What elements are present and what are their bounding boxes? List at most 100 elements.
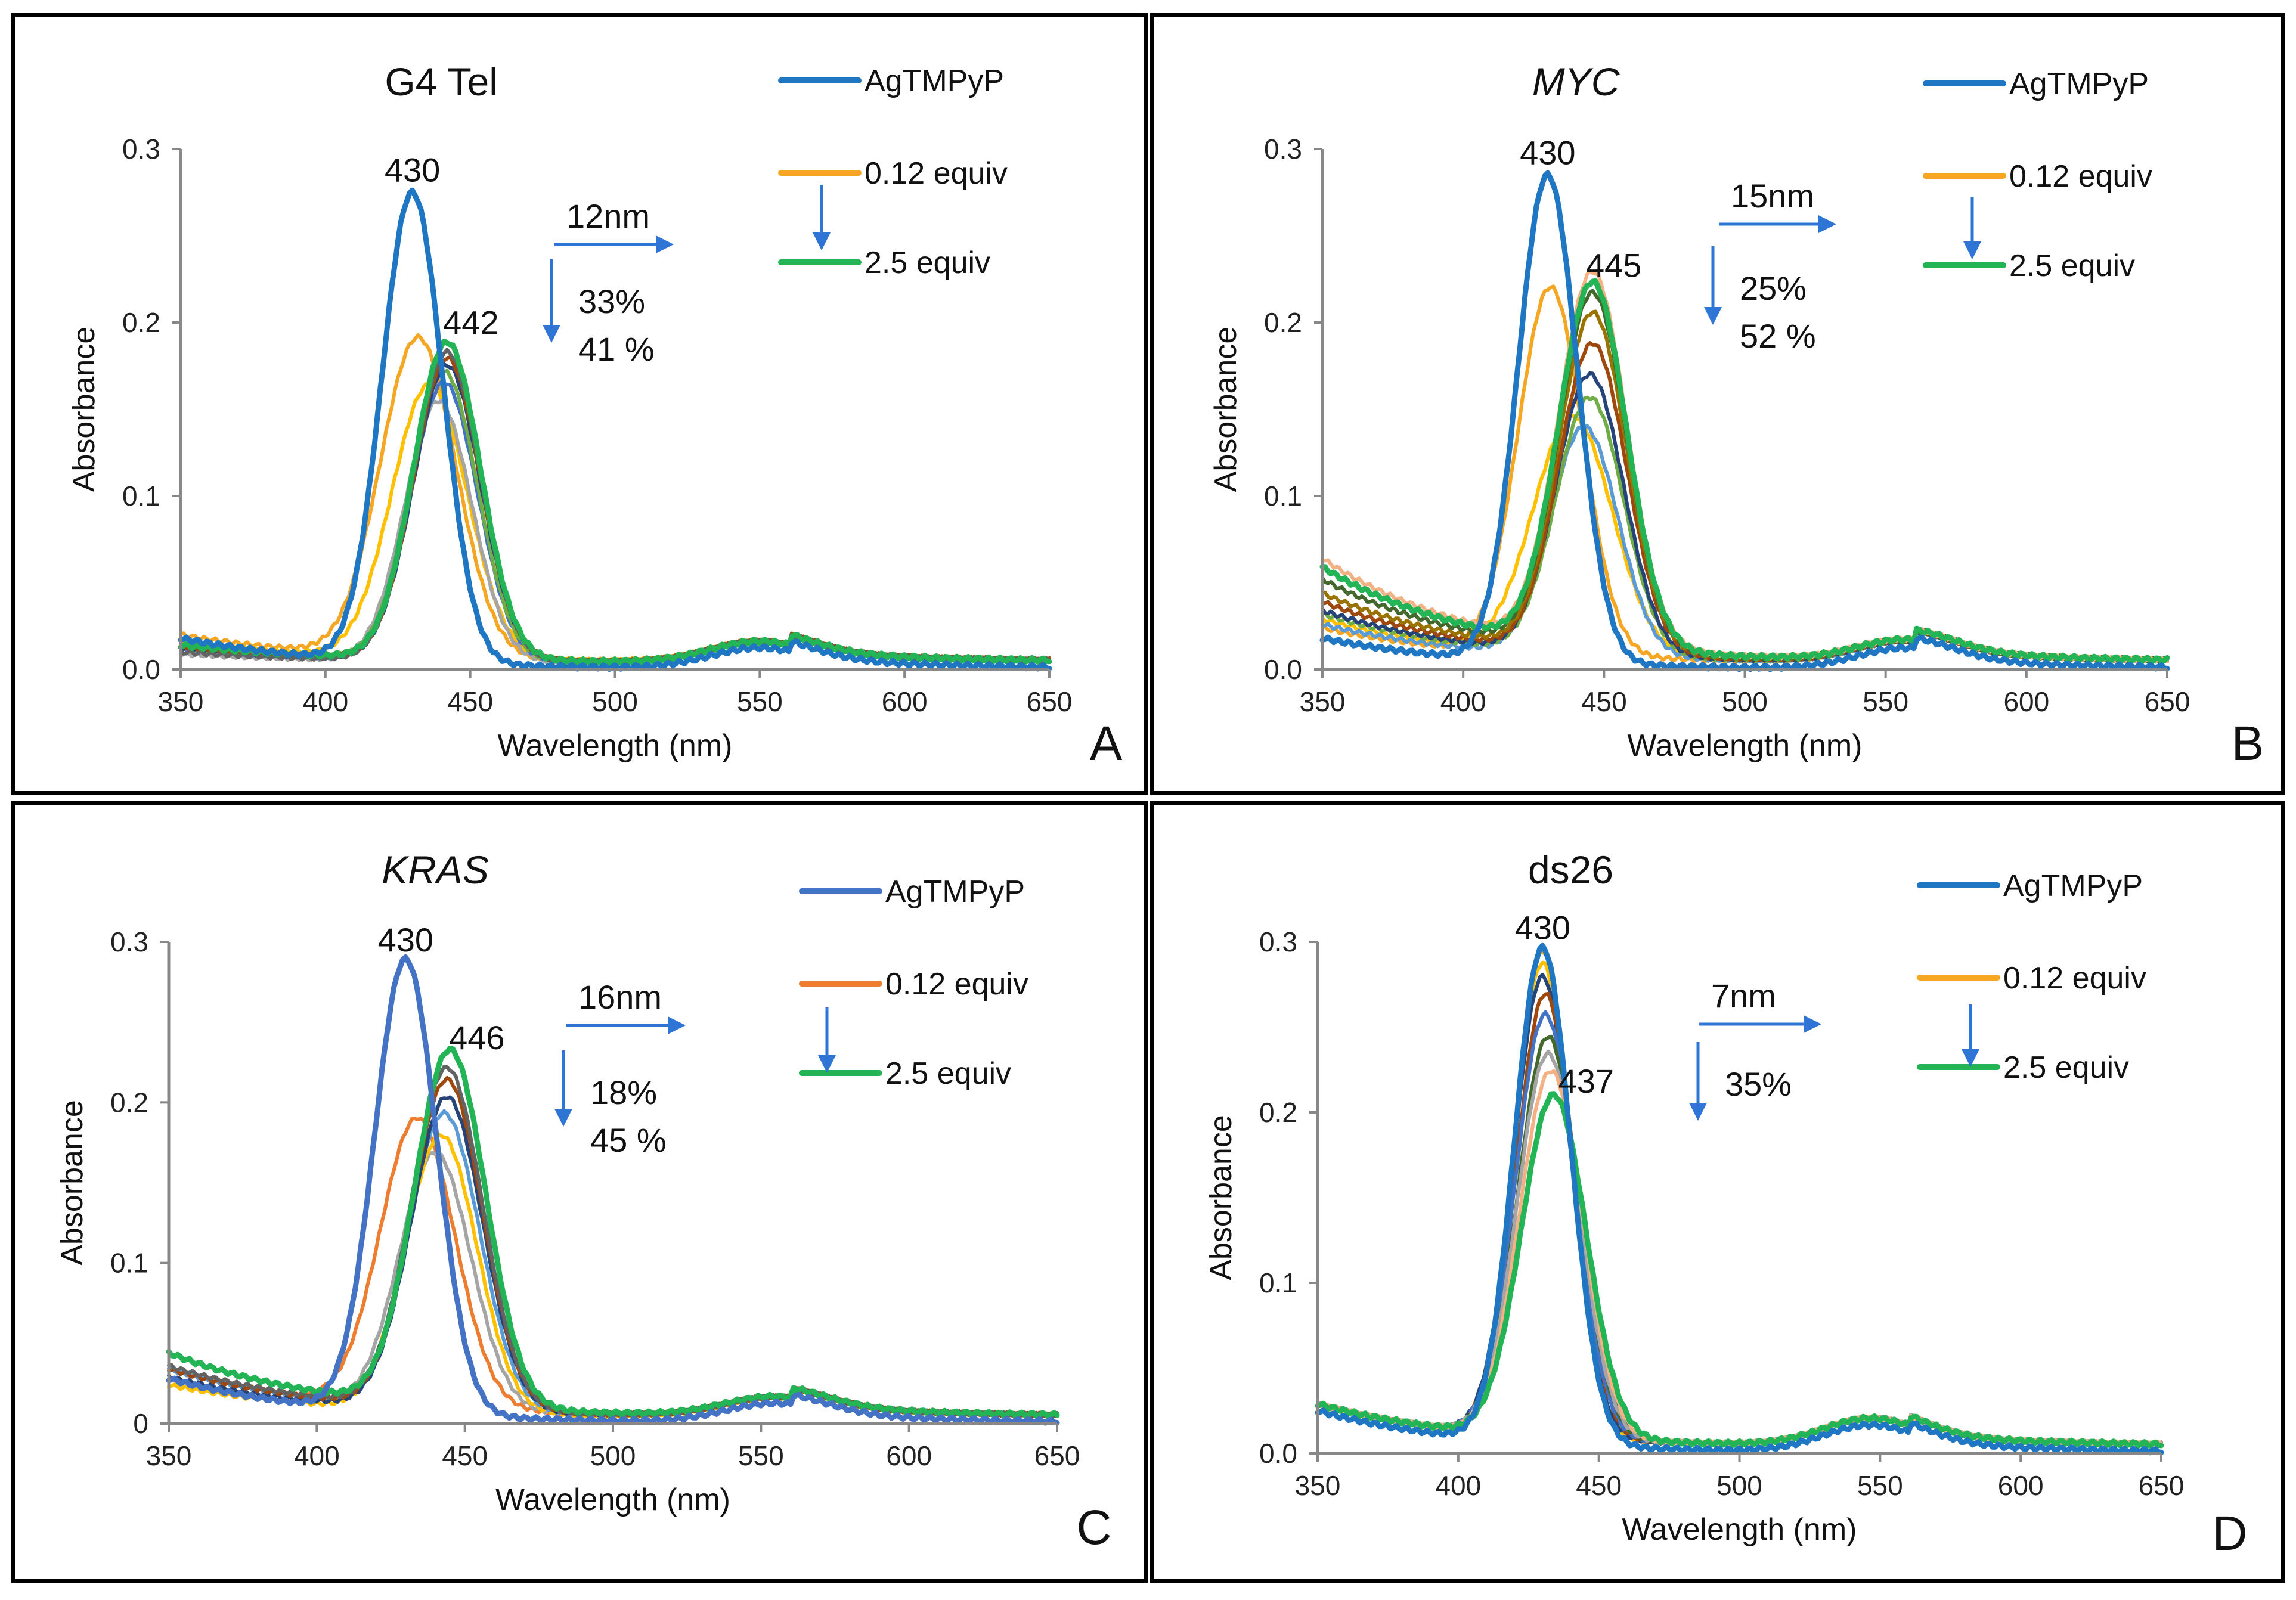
series-group [1315,942,2164,1456]
shift-arrow-head [668,1016,686,1034]
x-axis-title: Wavelength (nm) [498,728,733,763]
x-axis-title: Wavelength (nm) [495,1483,730,1517]
x-tick-label: 500 [1716,1470,1762,1501]
x-tick-label: 600 [886,1440,932,1471]
series-line-2-5-equiv [166,1046,1060,1419]
legend-label: 0.12 equiv [885,967,1028,1001]
hypochromicity-label: 33% [578,283,645,320]
chart-title: KRAS [382,848,489,892]
x-tick-label: 650 [1027,686,1073,717]
chart-title: ds26 [1528,848,1613,892]
x-tick-label: 550 [738,1440,784,1471]
x-tick-label: 350 [1295,1470,1341,1501]
legend-label: AgTMPyP [865,64,1004,98]
y-tick-label: 0.3 [122,134,160,165]
y-tick-label: 0.0 [122,654,160,685]
peak-label: 442 [443,303,498,341]
shift-label: 7nm [1711,977,1776,1015]
series-line-2-5-equiv [1319,278,2170,665]
x-tick-label: 650 [2145,686,2190,717]
y-tick-label: 0.2 [1264,307,1302,338]
x-tick-label: 550 [1857,1470,1903,1501]
x-tick-label: 400 [294,1440,340,1471]
x-tick-label: 450 [1576,1470,1622,1501]
panel-frame [1150,801,2285,1583]
x-tick-label: 550 [737,686,783,717]
y-tick-label: 0.2 [110,1087,148,1118]
series-line-agtmpyp [1319,170,2170,672]
shift-label: 16nm [578,978,662,1016]
legend-label: 2.5 equiv [865,246,990,280]
x-tick-label: 600 [882,686,928,717]
legend-label: AgTMPyP [2009,67,2149,101]
x-tick-label: 400 [1440,686,1486,717]
y-tick-label: 0.0 [1264,654,1302,685]
hypochromicity-label: 35% [1725,1065,1792,1103]
legend-label: 2.5 equiv [885,1056,1011,1091]
peak-label: 445 [1586,246,1641,284]
x-tick-label: 350 [1300,686,1346,717]
x-tick-label: 550 [1863,686,1908,717]
hypochromicity-label: 52 % [1740,317,1816,355]
legend-label: AgTMPyP [885,875,1025,909]
y-tick-label: 0.3 [1264,134,1302,165]
peak-label: 430 [378,921,433,959]
y-tick-label: 0.1 [1259,1267,1297,1298]
legend-label: 2.5 equiv [2009,249,2135,283]
x-tick-label: 400 [1435,1470,1481,1501]
y-tick-label: 0.1 [122,480,160,511]
x-tick-label: 400 [302,686,348,717]
shift-arrow-head [1804,1015,1821,1033]
series-line-2-5-equiv [178,338,1052,666]
x-tick-label: 500 [590,1440,636,1471]
panel-c: 350 400 450 500 550 600 650 0 0.1 0.2 0.3 Wavelengt… [11,801,1148,1583]
y-axis-title: Absorbance [55,1100,89,1266]
y-tick-label: 0.2 [122,307,160,338]
y-tick-label: 0 [133,1408,148,1439]
peak-label: 446 [449,1019,504,1056]
y-tick-label: 0.3 [1259,926,1297,957]
series-line-2-5-equiv [1315,1091,2164,1449]
legend-down-arrow-head [818,1055,836,1073]
y-axis-title: Absorbance [1209,327,1243,492]
y-tick-label: 0.2 [1259,1097,1297,1128]
legend-down-arrow-head [1962,1049,1979,1067]
series-line-agtmpyp [1315,942,2164,1456]
x-tick-label: 650 [2139,1470,2185,1501]
hypochromicity-label: 45 % [590,1121,667,1159]
hypochromicity-label: 41 % [578,330,655,368]
panel-b: 350 400 450 500 550 600 650 0.0 0.1 0.2 0.3 Wavelen… [1150,13,2285,795]
panel-d: 350 400 450 500 550 600 650 0.0 0.1 0.2 0.3 Wavelen… [1150,801,2285,1583]
hypochromicity-label: 25% [1740,269,1807,307]
shift-label: 12nm [566,197,650,235]
x-tick-label: 500 [592,686,638,717]
peak-label: 430 [385,151,440,188]
chart-title: G4 Tel [385,60,498,104]
series-line-agtmpyp [178,187,1052,672]
legend-label: 0.12 equiv [865,156,1008,191]
x-tick-label: 600 [1998,1470,2044,1501]
peak-label: 437 [1558,1062,1614,1100]
y-tick-label: 0.0 [1259,1438,1297,1469]
panel-letter: B [2232,717,2264,771]
shift-label: 15nm [1731,177,1814,215]
panel-frame [11,13,1148,795]
legend-label: AgTMPyP [2003,869,2143,903]
legend-label: 0.12 equiv [2009,159,2152,194]
series-group [166,954,1060,1426]
x-axis-title: Wavelength (nm) [1628,728,1863,763]
panel-letter: A [1090,717,1123,771]
x-tick-label: 350 [146,1440,192,1471]
y-tick-label: 0.1 [110,1248,148,1279]
series-line-agtmpyp [166,954,1060,1426]
x-tick-label: 600 [2003,686,2049,717]
hypochromicity-arrow-head [554,1109,572,1127]
shift-arrow-head [1818,215,1836,233]
peak-label: 430 [1515,909,1570,947]
hypochromicity-arrow-head [1689,1103,1707,1121]
hypochromicity-arrow-head [1704,307,1722,325]
legend-down-arrow-head [813,232,831,250]
x-tick-label: 350 [158,686,204,717]
x-tick-label: 650 [1034,1440,1080,1471]
